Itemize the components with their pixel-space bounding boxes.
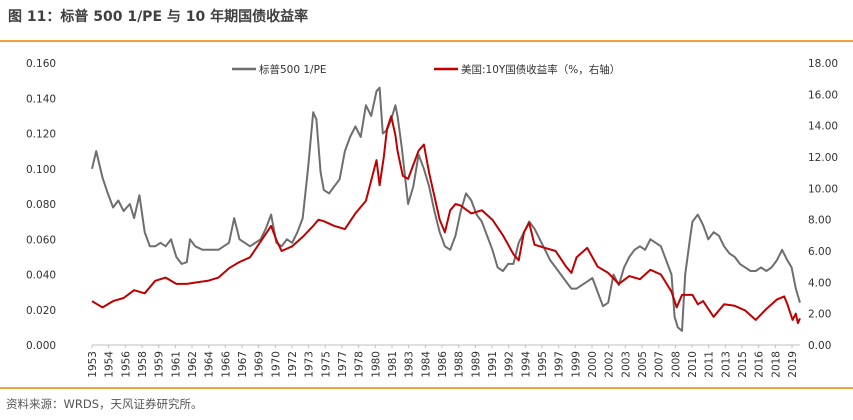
right-axis-tick-label: 10.00 (808, 183, 838, 195)
x-axis-tick-label: 2015 (737, 351, 749, 378)
legend-label-1: 标普500 1/PE (259, 63, 327, 76)
x-axis-tick-label: 1997 (554, 351, 566, 378)
legend: 标普500 1/PE 美国:10Y国债收益率（%，右轴） (232, 63, 620, 76)
x-axis-tick-label: 1973 (304, 351, 316, 378)
legend-label-2: 美国:10Y国债收益率（%，右轴） (461, 63, 620, 76)
x-axis-tick-label: 1978 (354, 351, 366, 378)
source-note: 资料来源：WRDS，天风证券研究所。 (6, 397, 203, 411)
x-axis-tick-label: 1956 (120, 351, 132, 378)
right-axis-tick-label: 2.00 (808, 309, 831, 321)
right-axis-tick-label: 0.00 (808, 340, 831, 352)
left-axis-tick-label: 0.140 (26, 93, 56, 105)
right-axis-tick-label: 18.00 (808, 58, 838, 70)
left-axis-ticks: 0.000 0.020 0.040 0.060 0.080 0.100 0.120 0.140… (26, 58, 56, 352)
x-axis-tick-label: 1981 (387, 351, 399, 378)
x-axis-tick-label: 1977 (337, 351, 349, 378)
x-axis-tick-label: 2003 (620, 351, 632, 378)
left-axis-tick-label: 0.100 (26, 164, 56, 176)
x-axis-tick-label: 1980 (370, 351, 382, 378)
left-axis-tick-label: 0.160 (26, 58, 56, 70)
figure-title: 图 11：标普 500 1/PE 与 10 年期国债收益率 (8, 9, 309, 25)
x-axis-tick-label: 1954 (104, 351, 116, 378)
x-axis-tick-label: 1994 (520, 351, 532, 378)
x-axis-tick-label: 1984 (420, 351, 432, 378)
x-axis-tick-label: 1970 (270, 351, 282, 378)
left-axis-tick-label: 0.080 (26, 199, 56, 211)
x-axis-tick-label: 1958 (137, 351, 149, 378)
x-axis-tick-label: 2018 (770, 351, 782, 378)
series-line-1 (91, 86, 801, 332)
x-axis-tick-label: 1953 (87, 351, 99, 378)
x-axis-tick-label: 2013 (720, 351, 732, 378)
x-axis-tick-label: 1972 (287, 351, 299, 378)
x-axis-tick-label: 1988 (454, 351, 466, 378)
x-axis-tick-label: 2008 (670, 351, 682, 378)
x-axis-tick-label: 1992 (504, 351, 516, 378)
left-axis-tick-label: 0.020 (26, 305, 56, 317)
right-axis-tick-label: 16.00 (808, 89, 838, 101)
x-axis-tick-label: 1999 (570, 351, 582, 378)
x-axis-ticks: 1953 1954 1956 1958 1959 1961 1962 1964 1966 1967… (87, 345, 799, 378)
x-axis-tick-label: 2010 (687, 351, 699, 378)
x-axis-tick-label: 2007 (654, 351, 666, 378)
x-axis-tick-label: 2016 (754, 351, 766, 378)
x-axis-tick-label: 2005 (637, 351, 649, 378)
x-axis-tick-label: 1986 (437, 351, 449, 378)
series-line-2 (91, 115, 801, 325)
title-rule (0, 40, 853, 42)
x-axis-tick-label: 1969 (254, 351, 266, 378)
right-axis-tick-label: 8.00 (808, 215, 831, 227)
x-axis-tick-label: 2000 (587, 351, 599, 378)
left-axis-tick-label: 0.120 (26, 129, 56, 141)
x-axis-tick-label: 1991 (487, 351, 499, 378)
x-axis-tick-label: 1959 (154, 351, 166, 378)
x-axis-tick-label: 1995 (537, 351, 549, 378)
left-axis-tick-label: 0.060 (26, 234, 56, 246)
x-axis-tick-label: 1961 (170, 351, 182, 378)
x-axis-tick-label: 2002 (604, 351, 616, 378)
right-axis-tick-label: 14.00 (808, 121, 838, 133)
x-axis-tick-label: 1983 (404, 351, 416, 378)
x-axis-tick-label: 1966 (220, 351, 232, 378)
right-axis-tick-label: 12.00 (808, 152, 838, 164)
x-axis-tick-label: 1964 (204, 351, 216, 378)
series-layer (91, 86, 801, 332)
right-axis-tick-label: 6.00 (808, 246, 831, 258)
x-axis-tick-label: 1967 (237, 351, 249, 378)
source-rule (0, 387, 853, 389)
x-axis-tick-label: 1989 (470, 351, 482, 378)
right-axis-tick-label: 4.00 (808, 277, 831, 289)
x-axis-tick-label: 1975 (320, 351, 332, 378)
x-axis-tick-label: 1962 (187, 351, 199, 378)
right-axis-ticks: 0.00 2.00 4.00 6.00 8.00 10.00 12.00 14.00 16.00… (808, 58, 838, 352)
x-axis-tick-label: 2011 (704, 351, 716, 378)
left-axis-tick-label: 0.000 (26, 340, 56, 352)
x-axis-tick-label: 2019 (787, 351, 799, 378)
left-axis-tick-label: 0.040 (26, 270, 56, 282)
line-chart: 0.000 0.020 0.040 0.060 0.080 0.100 0.120 0.140… (26, 58, 838, 378)
